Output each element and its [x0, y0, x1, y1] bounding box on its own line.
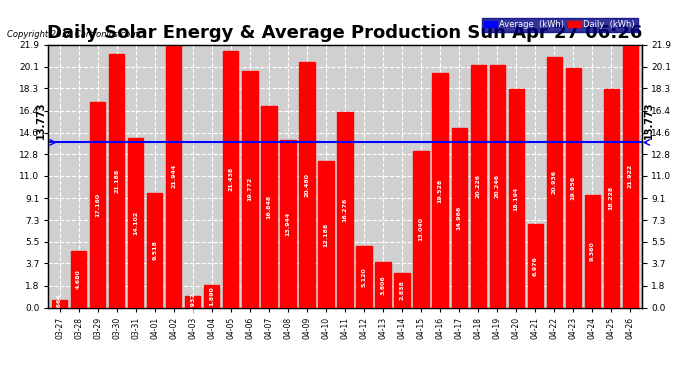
- Text: 13.773: 13.773: [644, 101, 653, 139]
- Bar: [337, 112, 353, 308]
- Bar: [52, 300, 68, 307]
- Text: 16.276: 16.276: [342, 198, 348, 222]
- Bar: [357, 246, 372, 308]
- Text: 18.194: 18.194: [513, 186, 519, 211]
- Bar: [622, 45, 638, 308]
- Bar: [71, 251, 86, 308]
- Bar: [509, 89, 524, 308]
- Bar: [451, 128, 466, 308]
- Text: 4.680: 4.680: [76, 270, 81, 290]
- Text: 3.806: 3.806: [381, 275, 386, 295]
- Text: 20.936: 20.936: [552, 170, 557, 194]
- Text: 19.956: 19.956: [571, 176, 575, 200]
- Bar: [604, 89, 619, 308]
- Text: 20.226: 20.226: [475, 174, 481, 198]
- Text: 13.944: 13.944: [286, 212, 290, 236]
- Bar: [566, 68, 581, 308]
- Text: 0.932: 0.932: [190, 292, 195, 312]
- Bar: [489, 65, 505, 308]
- Text: 21.188: 21.188: [115, 168, 119, 193]
- Text: 13.040: 13.040: [419, 217, 424, 242]
- Text: 21.922: 21.922: [628, 164, 633, 188]
- Text: 20.246: 20.246: [495, 174, 500, 198]
- Bar: [528, 224, 543, 308]
- Bar: [185, 296, 201, 307]
- Bar: [471, 65, 486, 308]
- Text: 20.480: 20.480: [304, 173, 309, 197]
- Bar: [242, 70, 257, 308]
- Bar: [584, 195, 600, 308]
- Text: 16.848: 16.848: [266, 194, 271, 219]
- Text: 14.966: 14.966: [457, 206, 462, 230]
- Bar: [262, 105, 277, 308]
- Bar: [375, 262, 391, 308]
- Text: 14.102: 14.102: [133, 211, 138, 235]
- Text: 5.120: 5.120: [362, 267, 366, 287]
- Text: 17.160: 17.160: [95, 193, 100, 217]
- Text: 18.228: 18.228: [609, 186, 614, 210]
- Bar: [318, 161, 333, 308]
- Text: 19.772: 19.772: [248, 177, 253, 201]
- Bar: [433, 74, 448, 308]
- Legend: Average  (kWh), Daily  (kWh): Average (kWh), Daily (kWh): [482, 18, 638, 32]
- Bar: [166, 45, 181, 308]
- Bar: [224, 51, 239, 308]
- Bar: [109, 54, 124, 307]
- Text: 0.664: 0.664: [57, 294, 62, 314]
- Bar: [90, 102, 106, 308]
- Text: 9.518: 9.518: [152, 240, 157, 260]
- Bar: [546, 57, 562, 308]
- Text: 21.944: 21.944: [171, 164, 177, 188]
- Text: 1.890: 1.890: [209, 286, 215, 306]
- Text: 6.976: 6.976: [533, 256, 538, 276]
- Text: 2.838: 2.838: [400, 280, 404, 300]
- Text: Copyright 2014 Cartronics.com: Copyright 2014 Cartronics.com: [7, 30, 138, 39]
- Text: 9.360: 9.360: [590, 242, 595, 261]
- Text: 12.188: 12.188: [324, 222, 328, 247]
- Bar: [299, 62, 315, 308]
- Bar: [147, 194, 162, 308]
- Text: 21.438: 21.438: [228, 167, 233, 191]
- Bar: [128, 138, 144, 308]
- Text: 13.773: 13.773: [37, 101, 46, 139]
- Text: 19.528: 19.528: [437, 178, 442, 203]
- Bar: [280, 140, 295, 308]
- Bar: [204, 285, 219, 308]
- Bar: [395, 273, 410, 308]
- Bar: [413, 151, 428, 308]
- Title: Daily Solar Energy & Average Production Sun Apr 27 06:26: Daily Solar Energy & Average Production …: [48, 24, 642, 42]
